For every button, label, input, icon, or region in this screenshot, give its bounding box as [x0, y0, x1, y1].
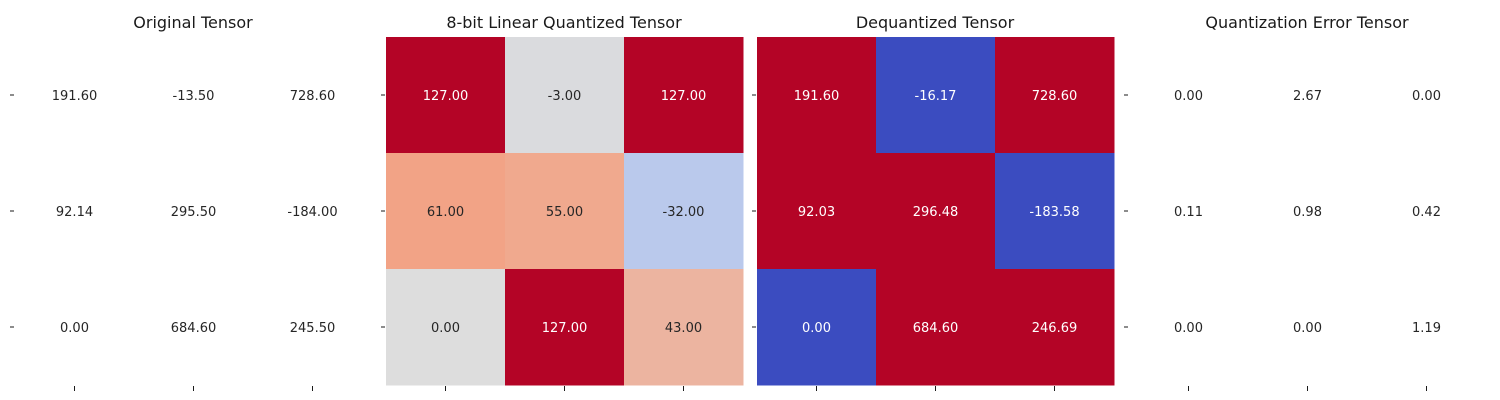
heatmap-cell — [876, 153, 996, 270]
cell-value-label: 295.50 — [171, 205, 217, 220]
cell-value-label: 0.00 — [1174, 89, 1203, 104]
cell-value-label: 127.00 — [423, 89, 469, 104]
heatmap-cell — [876, 37, 996, 154]
cell-value-label: -32.00 — [663, 205, 705, 220]
cell-value-label: 245.50 — [290, 321, 336, 336]
cell-value-label: -13.50 — [173, 89, 215, 104]
cell-value-label: 296.48 — [913, 205, 959, 220]
heatmap-cell — [876, 269, 996, 386]
heatmap-cell — [995, 269, 1115, 386]
cell-value-label: 0.98 — [1293, 205, 1322, 220]
heatmap-cell — [386, 37, 506, 154]
cell-value-label: 684.60 — [913, 321, 959, 336]
cell-value-label: 0.11 — [1174, 205, 1203, 220]
cell-value-label: 55.00 — [546, 205, 583, 220]
panel-title-quantized: 8-bit Linear Quantized Tensor — [446, 13, 682, 32]
heatmap-cell — [757, 269, 877, 386]
cell-value-label: 0.00 — [431, 321, 460, 336]
cell-value-label: 127.00 — [542, 321, 588, 336]
heatmap-cell — [505, 153, 625, 270]
panel-original: Original Tensor 191.60 -13.50 728.60 92.14 2… — [10, 13, 338, 391]
panel-dequantized: Dequantized Tensor 191.60 -16.17 728.60 92.… — [752, 13, 1115, 391]
cell-value-label: 728.60 — [290, 89, 336, 104]
panel-quantized: 8-bit Linear Quantized Tensor 127.00 -3.0… — [381, 13, 744, 391]
cells-dequantized: 191.60 -16.17 728.60 92.03 296.48 -183.58 0.00… — [752, 37, 1115, 391]
cells-error: 0.00 2.67 0.00 0.11 0.98 0.42 0.00 0.00 1.19 — [1124, 89, 1441, 391]
cell-value-label: 92.03 — [798, 205, 835, 220]
cell-value-label: 43.00 — [665, 321, 702, 336]
cell-value-label: 1.19 — [1412, 321, 1441, 336]
cell-value-label: 0.00 — [1174, 321, 1203, 336]
cell-value-label: 0.42 — [1412, 205, 1441, 220]
panel-title-dequantized: Dequantized Tensor — [856, 13, 1015, 32]
cell-value-label: 0.00 — [60, 321, 89, 336]
heatmap-cell — [995, 37, 1115, 154]
panel-error: Quantization Error Tensor 0.00 2.67 0.000.… — [1124, 13, 1441, 391]
cell-value-label: 684.60 — [171, 321, 217, 336]
cell-value-label: 127.00 — [661, 89, 707, 104]
cell-value-label: 191.60 — [52, 89, 98, 104]
cell-value-label: 2.67 — [1293, 89, 1322, 104]
panel-title-error: Quantization Error Tensor — [1205, 13, 1409, 32]
cell-value-label: -183.58 — [1029, 205, 1079, 220]
heatmap-cell — [995, 153, 1115, 270]
cell-value-label: 191.60 — [794, 89, 840, 104]
cell-value-label: 246.69 — [1032, 321, 1078, 336]
heatmap-cell — [386, 153, 506, 270]
cells-quantized: 127.00 -3.00 127.00 61.00 55.00 -32.00 0.00 127… — [381, 37, 744, 391]
cell-value-label: 728.60 — [1032, 89, 1078, 104]
cell-value-label: 0.00 — [1412, 89, 1441, 104]
heatmap-cell — [624, 37, 744, 154]
cell-value-label: 61.00 — [427, 205, 464, 220]
heatmap-cell — [624, 269, 744, 386]
cell-value-label: 92.14 — [56, 205, 93, 220]
cell-value-label: 0.00 — [802, 321, 831, 336]
cell-value-label: -3.00 — [548, 89, 582, 104]
cells-original: 191.60 -13.50 728.60 92.14 295.50 -184.00 0.00… — [10, 89, 338, 391]
cell-value-label: -16.17 — [915, 89, 957, 104]
heatmap-cell — [757, 153, 877, 270]
heatmap-cell — [505, 37, 625, 154]
heatmap-cell — [624, 153, 744, 270]
panel-title-original: Original Tensor — [133, 13, 253, 32]
heatmap-cell — [505, 269, 625, 386]
cell-value-label: 0.00 — [1293, 321, 1322, 336]
cell-value-label: -184.00 — [287, 205, 337, 220]
heatmap-cell — [386, 269, 506, 386]
heatmap-cell — [757, 37, 877, 154]
